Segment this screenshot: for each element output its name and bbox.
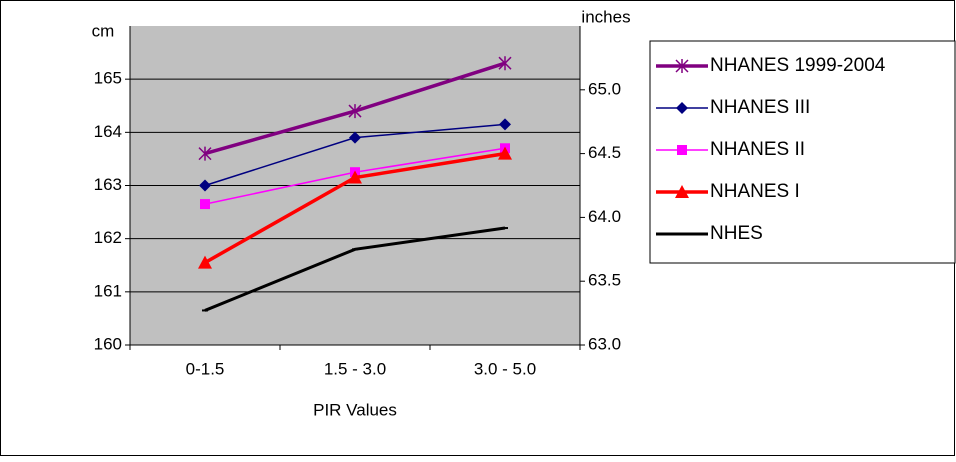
marker: [499, 118, 511, 131]
marker: [498, 146, 512, 160]
marker: [498, 56, 512, 71]
marker: [349, 131, 361, 144]
legend-label: NHANES 1999-2004: [710, 55, 886, 76]
x-tick-label: 0-1.5: [186, 359, 225, 378]
legend-label: NHES: [710, 223, 763, 244]
y-tick-label: 162: [94, 228, 122, 247]
y-tick-label: 164: [94, 122, 122, 141]
x-tick-label: 3.0 - 5.0: [474, 359, 536, 378]
legend-label: NHANES I: [710, 181, 800, 202]
marker: [200, 199, 210, 210]
y2-axis-label: inches: [581, 7, 630, 26]
legend-label: NHANES II: [710, 139, 805, 160]
marker: [675, 59, 689, 73]
marker: [348, 104, 362, 119]
legend: [649, 40, 956, 264]
marker: [198, 146, 212, 161]
y-tick-label: 161: [94, 281, 122, 300]
marker: [198, 255, 212, 269]
marker: [677, 145, 687, 155]
marker: [199, 179, 211, 192]
y-tick-label: 165: [94, 69, 122, 88]
x-tick-label: 1.5 - 3.0: [324, 359, 386, 378]
marker: [676, 102, 688, 114]
x-axis-label: PIR Values: [313, 400, 397, 419]
marker: [675, 185, 689, 198]
legend-label: NHANES III: [710, 97, 810, 118]
y2-tick-label: 64.0: [588, 207, 621, 226]
y-tick-label: 163: [94, 175, 122, 194]
y2-tick-label: 64.5: [588, 143, 621, 162]
y-axis-label: cm: [92, 21, 115, 40]
marker: [348, 170, 362, 184]
y2-tick-label: 63.5: [588, 271, 621, 290]
y2-tick-label: 65.0: [588, 79, 621, 98]
y2-tick-label: 63.0: [588, 334, 621, 353]
y-tick-label: 160: [94, 334, 122, 353]
